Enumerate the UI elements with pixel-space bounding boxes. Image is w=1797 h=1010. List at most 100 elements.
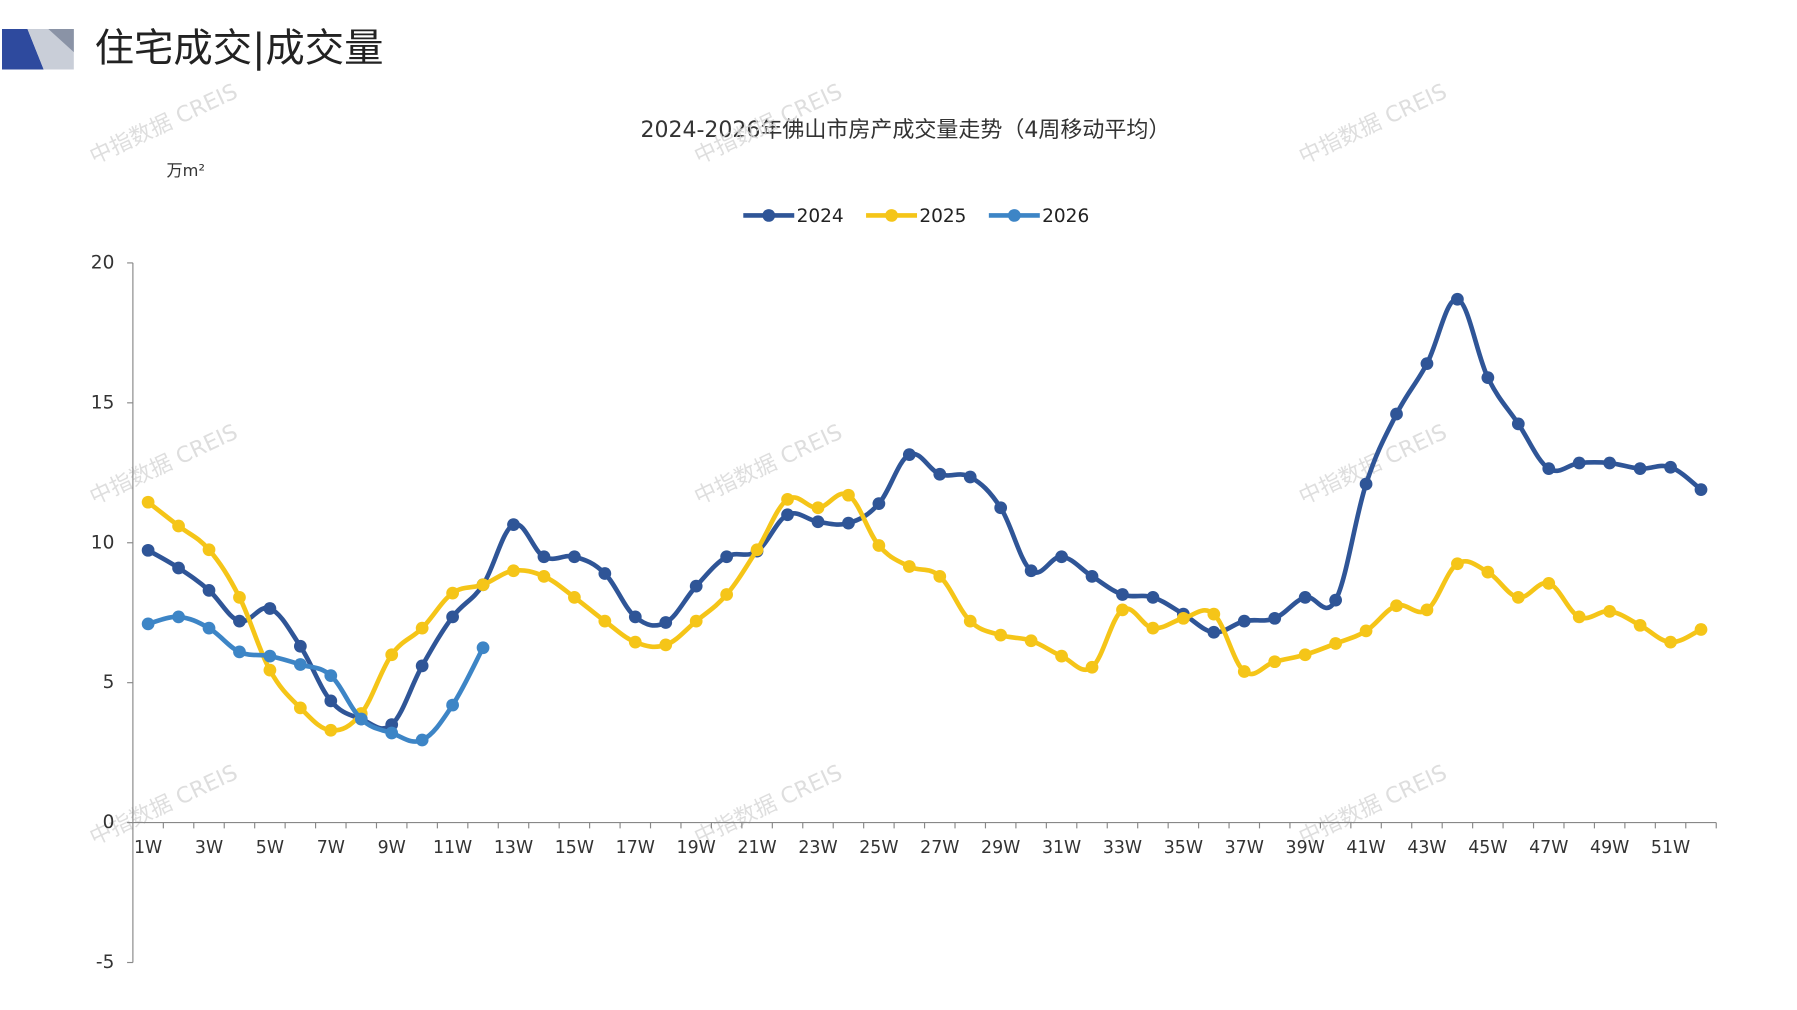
y-tick-label: 5 bbox=[103, 672, 115, 693]
unit-label: 万m² bbox=[166, 161, 204, 180]
data-point bbox=[568, 550, 581, 564]
data-point bbox=[1694, 623, 1708, 636]
watermark: 中指数据 CREIS bbox=[86, 80, 242, 170]
data-point bbox=[720, 550, 734, 564]
data-point bbox=[1116, 588, 1129, 601]
data-point bbox=[1177, 611, 1190, 625]
data-point bbox=[1359, 624, 1373, 638]
x-tick-label: 7W bbox=[317, 838, 345, 858]
data-point bbox=[872, 539, 886, 552]
data-point bbox=[233, 614, 246, 628]
data-point bbox=[141, 543, 155, 557]
data-point bbox=[415, 733, 429, 747]
watermark: 中指数据 CREIS bbox=[1295, 80, 1451, 170]
data-point bbox=[537, 550, 551, 564]
data-point bbox=[476, 578, 490, 592]
data-point bbox=[842, 516, 855, 530]
x-tick-label: 39W bbox=[1286, 838, 1325, 858]
data-point bbox=[811, 515, 825, 529]
x-tick-label: 17W bbox=[616, 838, 655, 858]
x-tick-label: 47W bbox=[1529, 838, 1568, 858]
data-point bbox=[1298, 648, 1312, 662]
data-point bbox=[994, 501, 1008, 515]
x-tick-label: 23W bbox=[798, 838, 837, 858]
data-point bbox=[1268, 655, 1282, 669]
x-tick-label: 19W bbox=[677, 838, 716, 858]
data-point bbox=[172, 561, 185, 575]
data-point bbox=[1542, 462, 1556, 475]
data-point bbox=[1237, 665, 1251, 678]
data-point bbox=[141, 617, 155, 631]
data-point bbox=[1451, 292, 1464, 306]
data-point bbox=[963, 470, 977, 484]
legend-label: 2026 bbox=[1042, 206, 1089, 227]
data-point bbox=[1024, 564, 1038, 578]
data-point bbox=[293, 639, 307, 653]
data-point bbox=[446, 610, 459, 624]
data-point bbox=[1207, 607, 1221, 621]
data-point bbox=[933, 569, 947, 583]
legend-label: 2024 bbox=[797, 206, 844, 227]
header-title: 住宅成交|成交量 bbox=[95, 25, 384, 71]
x-tick-label: 29W bbox=[981, 838, 1020, 858]
series-line bbox=[146, 491, 1703, 733]
data-point bbox=[1055, 649, 1068, 663]
data-point bbox=[568, 590, 581, 604]
x-tick-label: 43W bbox=[1407, 838, 1446, 858]
data-point bbox=[263, 649, 277, 663]
watermark: 中指数据 CREIS bbox=[691, 420, 847, 510]
data-point bbox=[933, 467, 947, 481]
x-tick-label: 35W bbox=[1164, 838, 1203, 858]
data-point bbox=[263, 602, 277, 615]
x-tick-label: 33W bbox=[1103, 838, 1142, 858]
data-point bbox=[628, 610, 642, 624]
data-point bbox=[720, 588, 734, 601]
data-point bbox=[507, 564, 520, 578]
data-point bbox=[1603, 604, 1617, 618]
data-point bbox=[1542, 576, 1556, 590]
data-point bbox=[689, 579, 703, 593]
data-point bbox=[1603, 456, 1617, 470]
data-point bbox=[1451, 557, 1464, 571]
data-point bbox=[172, 610, 185, 624]
data-point bbox=[202, 621, 216, 635]
data-point bbox=[1633, 618, 1647, 632]
x-tick-label: 1W bbox=[134, 838, 162, 858]
x-tick-label: 9W bbox=[378, 838, 406, 858]
y-tick-label: 10 bbox=[91, 532, 115, 553]
data-point bbox=[872, 497, 886, 510]
data-point bbox=[1055, 550, 1068, 564]
x-tick-label: 5W bbox=[256, 838, 284, 858]
data-point bbox=[1572, 456, 1586, 470]
data-point bbox=[1237, 614, 1251, 628]
x-tick-label: 21W bbox=[737, 838, 776, 858]
data-point bbox=[141, 495, 155, 509]
x-tick-label: 13W bbox=[494, 838, 533, 858]
y-tick-label: 20 bbox=[91, 252, 115, 273]
data-point bbox=[293, 658, 307, 671]
data-point bbox=[1420, 357, 1434, 371]
legend-swatch bbox=[885, 209, 898, 222]
data-point bbox=[659, 638, 673, 652]
data-point bbox=[1481, 371, 1495, 385]
data-point bbox=[1420, 603, 1434, 617]
data-point bbox=[842, 488, 855, 502]
data-point bbox=[1024, 634, 1038, 648]
x-tick-label: 27W bbox=[920, 838, 959, 858]
x-tick-label: 25W bbox=[859, 838, 898, 858]
data-point bbox=[902, 560, 916, 573]
x-tick-label: 15W bbox=[555, 838, 594, 858]
data-point bbox=[598, 614, 612, 628]
chart-title: 2024-2026年佛山市房产成交量走势（4周移动平均） bbox=[640, 118, 1170, 143]
legend-swatch bbox=[1007, 209, 1021, 222]
y-tick-label: 15 bbox=[91, 392, 115, 413]
data-point bbox=[811, 501, 825, 515]
data-point bbox=[202, 543, 216, 557]
data-point bbox=[293, 701, 307, 715]
data-point bbox=[1329, 593, 1342, 607]
data-point bbox=[1329, 637, 1342, 650]
data-point bbox=[963, 614, 977, 628]
data-point bbox=[1633, 462, 1647, 475]
data-point bbox=[598, 567, 612, 580]
